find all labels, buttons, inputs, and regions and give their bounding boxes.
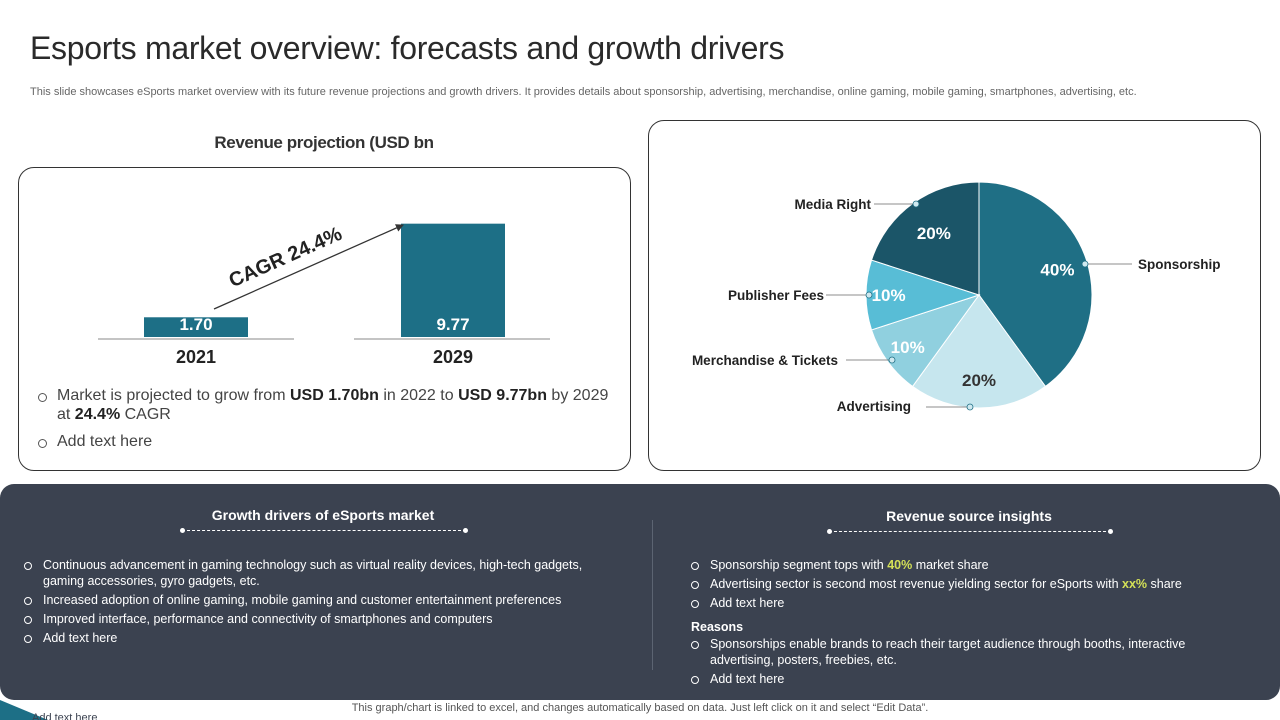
reasons-heading: Reasons: [691, 620, 744, 634]
bullet-bold: 24.4%: [74, 406, 121, 423]
revenue-insights-heading: Revenue source insights: [886, 508, 1052, 524]
pie-slice-advertising: [911, 294, 1047, 409]
pie-value-label: 20%: [962, 371, 996, 390]
panel-divider: [652, 520, 653, 670]
insight-text: Advertising sector is second most revenu…: [710, 577, 1122, 591]
page-subtitle: This slide showcases eSports market over…: [30, 86, 1137, 98]
list-item: Add text here: [691, 595, 1221, 611]
bullet-text: by 2029 at: [57, 387, 609, 423]
insights-panel: [0, 484, 1280, 700]
growth-drivers-list: Continuous advancement in gaming technol…: [24, 557, 599, 649]
bar-category-label-2021: 2021: [176, 347, 216, 367]
corner-text: Add text here: [32, 712, 98, 720]
bullet-text: CAGR: [120, 406, 171, 423]
bar-category-label-2029: 2029: [433, 347, 473, 367]
pie-slice-merchandise-tickets: [870, 294, 981, 388]
pie-category-label: Advertising: [837, 399, 911, 414]
page-title: Esports market overview: forecasts and g…: [30, 30, 785, 66]
growth-drivers-heading: Growth drivers of eSports market: [211, 507, 435, 523]
insight-text: market share: [912, 558, 989, 572]
bar-chart-title: Revenue projection (USD bn: [214, 133, 434, 152]
pie-leader-dot: [912, 200, 920, 208]
bar-value-label-2029: 9.77: [436, 315, 469, 334]
pie-category-label: Media Right: [795, 197, 872, 212]
pie-leader-dot: [888, 356, 896, 364]
bar-chart: 1.70 9.77 2021 2029 CAGR 24.4%: [98, 223, 550, 367]
list-item: Add text here: [24, 630, 599, 646]
highlight-value: 40%: [887, 558, 913, 572]
bullet-text: in 2022 to: [378, 387, 459, 404]
pie-category-label: Sponsorship: [1138, 257, 1221, 272]
bullet-bold: USD 9.77bn: [458, 387, 547, 404]
revenue-insights-list: Sponsorship segment tops with 40% market…: [691, 557, 1221, 690]
market-bullets: Market is projected to grow from USD 1.7…: [38, 386, 618, 459]
pie-value-label: 20%: [917, 224, 951, 243]
insight-text: Sponsorship segment tops with: [710, 558, 888, 572]
list-item: Market is projected to grow from USD 1.7…: [38, 386, 618, 424]
pie-category-label: Publisher Fees: [728, 288, 824, 303]
pie-category-label: Merchandise & Tickets: [692, 353, 838, 368]
growth-drivers-underline: [180, 528, 468, 533]
pie-leader-dot: [966, 403, 974, 411]
pie-value-label: 10%: [891, 338, 925, 357]
cagr-arrow: [213, 224, 404, 310]
bar-2021: [144, 317, 248, 337]
footer-note: This graph/chart is linked to excel, and…: [351, 702, 929, 714]
bullet-text: Add text here: [57, 433, 153, 450]
bullet-bold: USD 1.70bn: [289, 387, 379, 404]
pie-leader-dot: [865, 291, 873, 299]
revenue-insights-underline: [827, 529, 1113, 534]
list-item: Add text here: [38, 432, 618, 451]
pie-value-label: 40%: [1040, 261, 1074, 280]
pie-value-label: 10%: [872, 286, 906, 305]
cagr-label: CAGR 24.4%: [226, 223, 346, 292]
list-item: Continuous advancement in gaming technol…: [24, 557, 599, 589]
list-item: Sponsorships enable brands to reach thei…: [691, 636, 1221, 668]
list-item: Increased adoption of online gaming, mob…: [24, 592, 599, 608]
list-item: Advertising sector is second most revenu…: [691, 576, 1221, 592]
bullet-text: Market is projected to grow from: [57, 387, 290, 404]
bar-2029: [401, 223, 505, 337]
revenue-projection-card: [18, 167, 631, 471]
highlight-value: xx%: [1122, 577, 1148, 591]
corner-decoration: [0, 700, 48, 720]
list-item: Improved interface, performance and conn…: [24, 611, 599, 627]
list-item: Add text here: [691, 671, 1221, 687]
bar-value-label-2021: 1.70: [179, 315, 212, 334]
insight-text: share: [1147, 577, 1182, 591]
pie-leader-dot: [1081, 260, 1089, 268]
list-item: Sponsorship segment tops with 40% market…: [691, 557, 1221, 573]
pie-chart: 40% Sponsorship 20% Advertising 10% Merchandi…: [692, 181, 1221, 414]
pie-slice-sponsorship: [978, 181, 1093, 388]
